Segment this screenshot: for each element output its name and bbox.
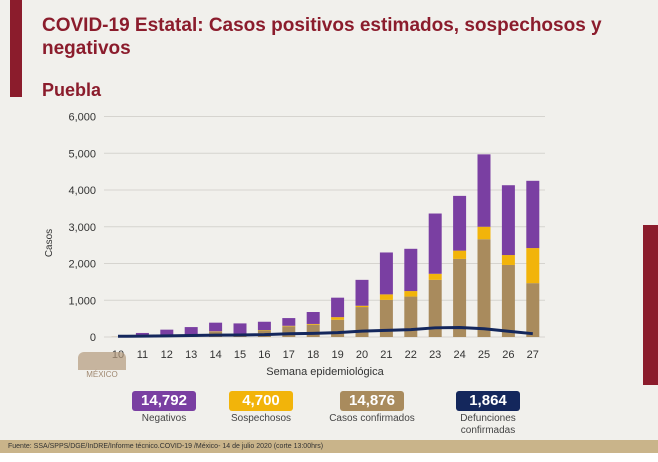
- x-axis-label: Semana epidemiológica: [266, 366, 384, 378]
- x-tick-label: 27: [527, 349, 539, 361]
- bar-confirmados: [404, 296, 418, 337]
- x-tick-label: 21: [380, 349, 392, 361]
- bar-confirmados: [526, 283, 540, 337]
- y-tick-label: 5,000: [68, 148, 96, 160]
- bar-sospechosos: [282, 325, 296, 327]
- x-tick-label: 15: [234, 349, 246, 361]
- sospechosos-label: Sospechosos: [230, 413, 292, 424]
- source-footer: Fuente: SSA/SPPS/DGE/InDRE/Informe técni…: [0, 440, 658, 453]
- x-tick-label: 14: [209, 349, 221, 361]
- logo-text: MÉXICO: [86, 370, 118, 379]
- bar-confirmados: [379, 299, 393, 337]
- bar-negativos: [331, 297, 345, 318]
- x-tick-label: 19: [331, 349, 343, 361]
- bar-sospechosos: [379, 294, 393, 300]
- bar-confirmados: [453, 258, 467, 337]
- x-tick-label: 17: [283, 349, 295, 361]
- bar-confirmados: [477, 239, 491, 337]
- confirmados-count: 14,876: [340, 391, 404, 411]
- bottom-strip: [0, 453, 658, 462]
- state-name: Puebla: [42, 80, 102, 100]
- sospechosos-count: 4,700: [229, 391, 293, 411]
- bar-confirmados: [428, 279, 442, 337]
- bar-negativos: [160, 329, 174, 336]
- bar-sospechosos: [306, 323, 320, 325]
- defunciones-label: Defunciones confirmadas: [460, 413, 516, 436]
- y-tick-label: 4,000: [68, 185, 96, 197]
- mexico-logo: MÉXICO: [78, 352, 126, 392]
- accent-bar-left: [10, 0, 22, 97]
- line-defunciones: [117, 325, 533, 338]
- bar-negativos: [257, 321, 271, 331]
- bar-sospechosos: [331, 317, 345, 320]
- bar-sospechosos: [501, 255, 515, 265]
- x-tick-label: 13: [185, 349, 197, 361]
- bar-sospechosos: [477, 226, 491, 240]
- y-tick-label: 1,000: [68, 295, 96, 307]
- bar-negativos: [233, 323, 247, 334]
- y-tick-label: 2,000: [68, 259, 96, 271]
- x-tick-label: 12: [161, 349, 173, 361]
- bar-negativos: [355, 279, 369, 306]
- x-tick-label: 26: [502, 349, 514, 361]
- bar-confirmados: [306, 324, 320, 337]
- bar-negativos: [379, 252, 393, 295]
- bar-negativos: [453, 195, 467, 251]
- bar-negativos: [209, 322, 223, 332]
- x-tick-label: 16: [258, 349, 270, 361]
- bar-sospechosos: [453, 250, 467, 259]
- negativos-label: Negativos: [141, 413, 187, 424]
- defunciones-count: 1,864: [456, 391, 520, 411]
- bar-sospechosos: [355, 305, 369, 308]
- y-tick-label: 3,000: [68, 222, 96, 234]
- bar-confirmados: [282, 326, 296, 337]
- bar-negativos: [477, 154, 491, 227]
- confirmados-label: Casos confirmados: [329, 413, 415, 424]
- bar-negativos: [135, 332, 149, 337]
- bar-negativos: [428, 213, 442, 274]
- bar-negativos: [184, 327, 198, 336]
- bar-negativos: [404, 248, 418, 292]
- y-tick-label: 6,000: [68, 112, 96, 124]
- x-tick-label: 22: [405, 349, 417, 361]
- chart-title: COVID-19 Estatal: Casos positivos estima…: [42, 15, 602, 59]
- chart: 0 1,000 2,000 3,000 4,000 5,000 6,000 Casos Sema…: [44, 112, 545, 378]
- bar-negativos: [282, 318, 296, 326]
- y-axis-label: Casos: [44, 229, 55, 257]
- x-tick-label: 11: [137, 349, 148, 361]
- bar-sospechosos: [428, 273, 442, 280]
- negativos-count: 14,792: [132, 391, 196, 411]
- bar-negativos: [526, 180, 540, 249]
- x-tick-label: 23: [429, 349, 441, 361]
- x-tick-label: 24: [453, 349, 465, 361]
- x-tick-label: 20: [356, 349, 368, 361]
- bar-negativos: [501, 185, 515, 256]
- x-tick-label: 18: [307, 349, 319, 361]
- bar-sospechosos: [404, 291, 418, 297]
- bar-negativos: [306, 312, 320, 324]
- bar-confirmados: [501, 264, 515, 337]
- bar-confirmados: [331, 319, 345, 337]
- x-tick-label: 25: [478, 349, 490, 361]
- accent-bar-right: [643, 225, 658, 385]
- y-tick-label: 0: [90, 332, 96, 344]
- bar-sospechosos: [526, 248, 540, 284]
- bar-confirmados: [355, 307, 369, 337]
